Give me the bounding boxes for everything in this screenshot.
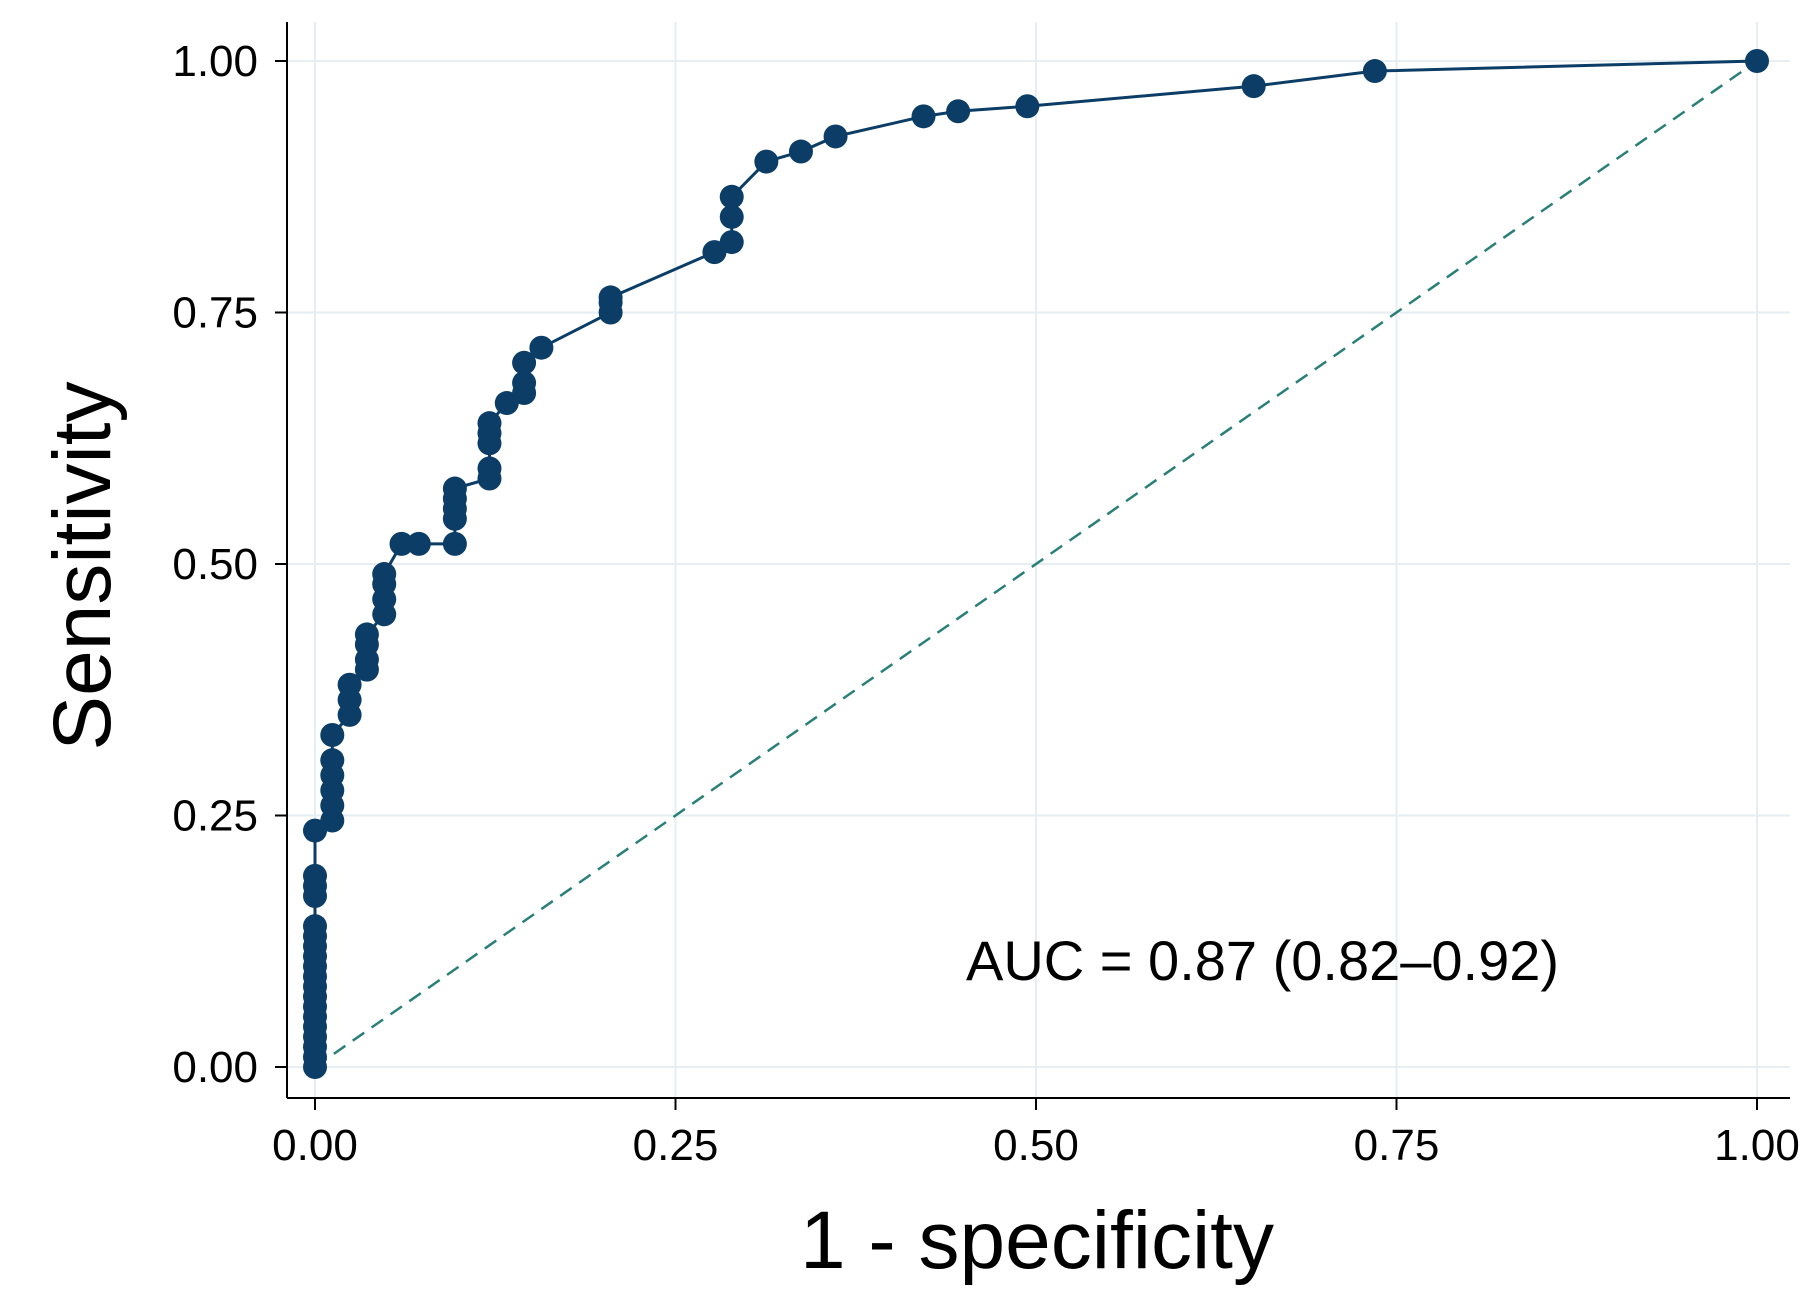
y-ticks: 0.00 0.25 0.50 0.75 1.00: [172, 37, 287, 1092]
roc-point: [337, 672, 362, 697]
roc-point: [719, 204, 744, 229]
roc-point: [477, 411, 502, 436]
roc-point: [823, 124, 848, 149]
roc-point: [303, 818, 327, 843]
reference-line: [314, 59, 1758, 1069]
roc-point: [303, 914, 327, 939]
roc-point: [719, 230, 744, 255]
roc-point: [442, 476, 467, 501]
roc-point: [442, 531, 467, 556]
roc-point: [946, 99, 971, 124]
roc-point: [754, 149, 779, 174]
axes: [286, 22, 1790, 1099]
x-tick-label: 0.75: [1354, 1121, 1440, 1170]
roc-point: [320, 748, 345, 773]
x-tick-label: 0.50: [993, 1121, 1079, 1170]
auc-annotation: AUC = 0.87 (0.82–0.92): [966, 929, 1559, 992]
roc-point: [1362, 59, 1387, 84]
roc-point: [1015, 94, 1040, 119]
roc-point: [303, 863, 327, 888]
x-axis-title: 1 - specificity: [800, 1195, 1274, 1286]
x-ticks: 0.00 0.25 0.50 0.75 1.00: [272, 1098, 1800, 1170]
roc-point: [702, 240, 727, 265]
y-axis-title: Sensitivity: [37, 381, 128, 750]
roc-point: [512, 370, 537, 395]
roc-points: [303, 49, 1769, 1079]
roc-point: [719, 184, 744, 209]
roc-point: [477, 456, 502, 481]
roc-point: [389, 531, 414, 556]
y-tick-label: 0.25: [172, 792, 258, 841]
roc-point: [529, 335, 554, 360]
roc-point: [1241, 74, 1266, 99]
y-tick-label: 0.75: [172, 289, 258, 338]
x-tick-label: 0.25: [633, 1121, 719, 1170]
roc-point: [1745, 49, 1769, 73]
roc-point: [372, 562, 397, 587]
roc-point: [320, 723, 345, 748]
reference-line-group: [314, 59, 1758, 1069]
roc-point: [494, 391, 519, 416]
roc-point: [788, 139, 813, 164]
y-tick-label: 1.00: [172, 37, 258, 86]
gridlines: [287, 22, 1790, 1098]
roc-point: [406, 531, 431, 556]
roc-point: [512, 350, 537, 375]
roc-point: [911, 104, 936, 129]
roc-point: [598, 285, 623, 310]
roc-point: [354, 622, 379, 647]
y-tick-label: 0.00: [172, 1043, 258, 1092]
x-tick-label: 0.00: [272, 1121, 358, 1170]
y-tick-label: 0.50: [172, 540, 258, 589]
x-tick-label: 1.00: [1714, 1121, 1800, 1170]
